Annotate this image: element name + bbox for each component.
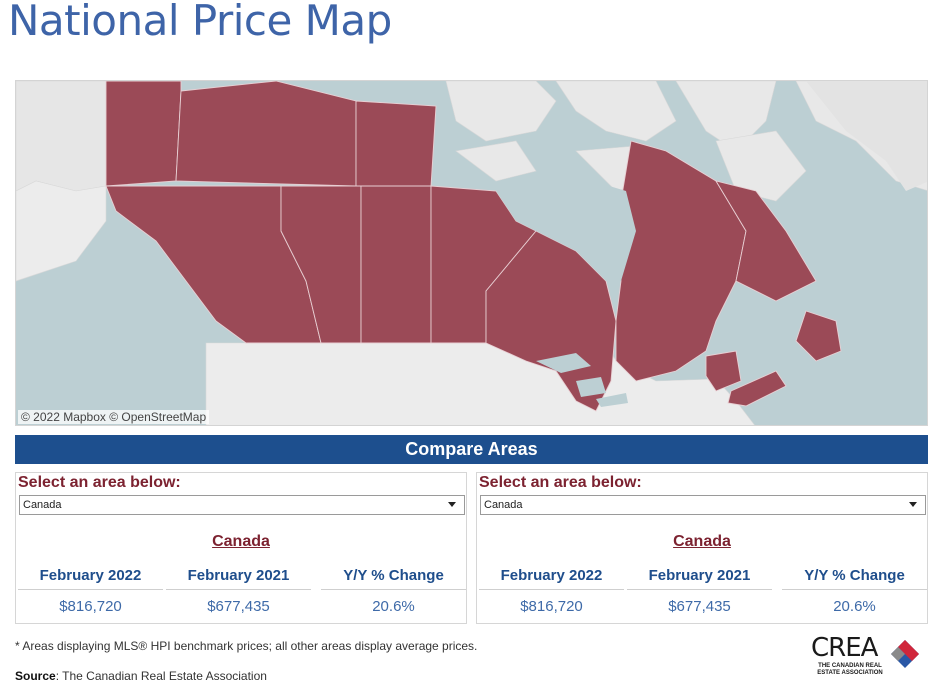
region-nwt <box>175 81 357 187</box>
region-newfoundland-labrador <box>715 180 817 302</box>
column-header-previous: February 2021 <box>648 567 751 584</box>
price-change: 20.6% <box>372 598 415 615</box>
logo-subtitle: THE CANADIAN REAL ESTATE ASSOCIATION <box>817 663 883 676</box>
crea-mark-icon <box>891 640 919 668</box>
price-current: $816,720 <box>520 598 583 615</box>
region-nunavut <box>355 100 437 187</box>
price-map[interactable]: © 2022 Mapbox © OpenStreetMap <box>15 80 928 426</box>
page-title: National Price Map <box>8 0 392 45</box>
price-change: 20.6% <box>833 598 876 615</box>
divider <box>18 589 163 590</box>
great-lakes <box>536 353 628 407</box>
divider <box>479 589 624 590</box>
region-nova-scotia <box>727 370 787 407</box>
region-yukon <box>105 81 182 187</box>
source-label: Source <box>15 669 56 683</box>
area-select-dropdown[interactable]: Canada <box>19 495 465 515</box>
map-canvas[interactable] <box>16 81 928 426</box>
select-area-label: Select an area below: <box>479 474 642 491</box>
source-text: : The Canadian Real Estate Association <box>55 669 267 683</box>
compare-panel-right: Select an area below: Canada Canada Febr… <box>476 472 928 624</box>
footnote: * Areas displaying MLS® HPI benchmark pr… <box>15 639 478 653</box>
price-previous: $677,435 <box>207 598 270 615</box>
column-header-current: February 2022 <box>500 567 603 584</box>
hudson-bay <box>496 176 636 281</box>
greenland <box>806 81 927 191</box>
column-header-current: February 2022 <box>39 567 142 584</box>
dropdown-arrow-icon[interactable] <box>448 502 456 507</box>
logo-text: CREA <box>811 633 878 663</box>
map-attribution[interactable]: © 2022 Mapbox © OpenStreetMap <box>18 410 210 424</box>
region-new-brunswick <box>705 350 742 392</box>
divider <box>321 589 466 590</box>
area-name: Canada <box>673 533 731 550</box>
compare-panel-left: Select an area below: Canada Canada Febr… <box>15 472 467 624</box>
source-line: Source: The Canadian Real Estate Associa… <box>15 669 267 683</box>
area-select-value: Canada <box>484 499 523 511</box>
crea-logo: CREA THE CANADIAN REAL ESTATE ASSOCIATIO… <box>811 634 921 680</box>
area-name: Canada <box>212 533 270 550</box>
divider <box>166 589 311 590</box>
price-previous: $677,435 <box>668 598 731 615</box>
select-area-label: Select an area below: <box>18 474 181 491</box>
area-select-value: Canada <box>23 499 62 511</box>
column-header-change: Y/Y % Change <box>804 567 905 584</box>
compare-areas-header: Compare Areas <box>15 435 928 464</box>
dropdown-arrow-icon[interactable] <box>909 502 917 507</box>
region-newfoundland-island <box>795 310 842 362</box>
divider <box>782 589 927 590</box>
divider <box>627 589 772 590</box>
region-saskatchewan <box>360 185 432 344</box>
area-select-dropdown[interactable]: Canada <box>480 495 926 515</box>
price-current: $816,720 <box>59 598 122 615</box>
column-header-previous: February 2021 <box>187 567 290 584</box>
column-header-change: Y/Y % Change <box>343 567 444 584</box>
